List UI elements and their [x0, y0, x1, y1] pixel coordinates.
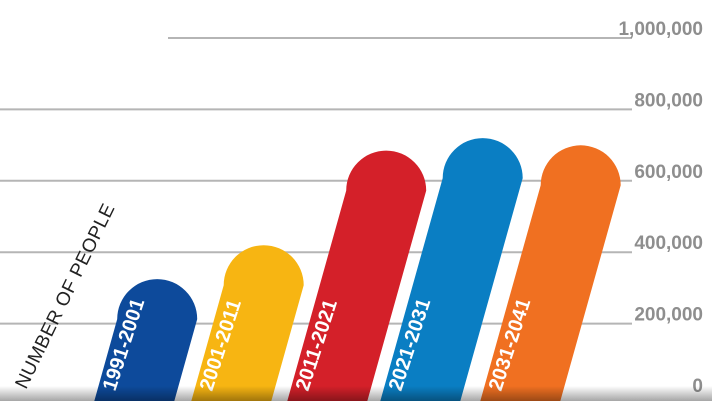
- y-axis-label: NUMBER OF PEOPLE: [12, 200, 120, 392]
- bar-2031-2041: [480, 145, 621, 401]
- bar-1991-2001: [94, 279, 198, 401]
- bars: 1991-2001 2001-2011 2011-2021 2021-2031 2031…: [94, 138, 621, 401]
- bar-2021-2031: [380, 138, 523, 401]
- y-tick-label: 800,000: [634, 90, 703, 111]
- floor-shadow: [0, 386, 712, 401]
- y-tick-label: 600,000: [634, 162, 703, 183]
- bar-2001-2011: [191, 245, 304, 401]
- bar-2011-2021: [287, 150, 427, 401]
- y-tick-label: 400,000: [634, 233, 703, 254]
- y-tick-label: 200,000: [634, 305, 703, 326]
- y-tick-label: 1,000,000: [618, 19, 703, 40]
